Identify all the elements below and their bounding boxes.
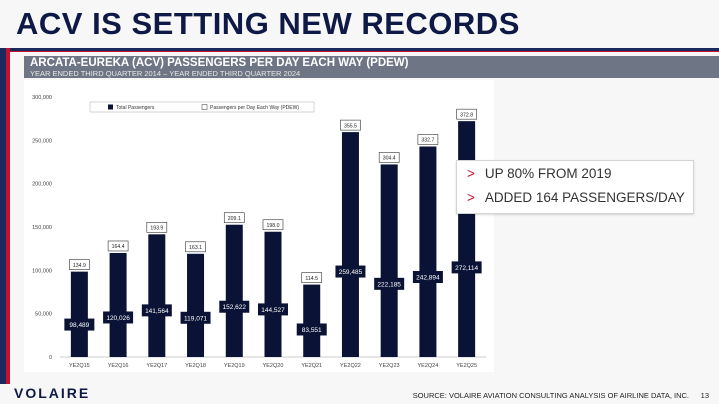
y-tick-label: 250,000 [32, 138, 52, 144]
pdew-label-box [417, 134, 439, 145]
y-tick-label: 50,000 [35, 312, 52, 318]
callout-row-2: > ADDED 164 PASSENGERS/DAY [467, 190, 685, 205]
x-tick-label: YE2Q20 [263, 363, 284, 369]
pdew-label-box [223, 212, 245, 224]
x-tick-label: YE2Q22 [340, 363, 361, 369]
bar-label-total: 259,485 [339, 269, 363, 276]
chevron-right-icon: > [467, 166, 475, 181]
x-tick-label: YE2Q24 [418, 363, 439, 369]
bar-total-passengers [225, 224, 243, 357]
x-tick-label: YE2Q19 [224, 363, 245, 369]
y-tick-label: 200,000 [32, 182, 52, 188]
page-number: 13 [700, 391, 709, 400]
bar-label-bg [412, 271, 443, 284]
x-tick-label: YE2Q18 [185, 363, 206, 369]
bar-label-total: 119,071 [184, 315, 207, 322]
bar-label-bg [374, 277, 405, 290]
bar-label-bg [219, 300, 250, 313]
x-tick-label: YE2Q23 [379, 363, 400, 369]
pdew-label: 355.5 [344, 123, 357, 129]
bar-total-passengers [187, 253, 205, 357]
bar-label-total: 242,894 [416, 275, 440, 282]
y-tick-label: 150,000 [32, 225, 52, 231]
bar-total-passengers [109, 252, 127, 357]
x-tick-label: YE2Q15 [69, 363, 90, 369]
x-tick-label: YE2Q21 [301, 363, 322, 369]
bar-total-passengers [70, 271, 88, 357]
left-accent-stripe [0, 48, 6, 404]
pdew-label-box [301, 272, 323, 283]
callout-text-1: UP 80% FROM 2019 [484, 166, 612, 181]
pdew-label-box [185, 241, 206, 253]
bar-label-total: 144,527 [261, 307, 285, 314]
y-tick-label: 300,000 [32, 95, 52, 101]
pdew-label: 134.9 [73, 263, 86, 269]
pdew-label-box [378, 152, 400, 163]
title-divider-red [10, 51, 719, 52]
pdew-label: 193.9 [150, 226, 163, 232]
bar-total-passengers [419, 146, 437, 357]
pdew-label-box [69, 259, 90, 270]
legend-label-pdew: Passengers per Day Each Way (PDEW) [210, 105, 299, 111]
bar-total-passengers [303, 284, 321, 357]
bar-label-bg [451, 261, 482, 274]
bar-total-passengers [341, 132, 359, 357]
x-tick-label: YE2Q16 [108, 363, 129, 369]
bar-total-passengers [264, 231, 282, 357]
chart-banner-title: ARCATA-EUREKA (ACV) PASSENGERS PER DAY E… [30, 57, 409, 69]
bar-label-bg [180, 311, 211, 324]
footer [0, 384, 719, 404]
legend-swatch-pdew [201, 104, 208, 110]
bar-label-total: 152,622 [223, 304, 247, 311]
pdew-label: 209.1 [228, 216, 241, 222]
bar-label-total: 222,185 [377, 281, 401, 288]
pdew-label: 163.1 [189, 245, 202, 251]
bar-label-total: 98,489 [69, 322, 89, 329]
callout-row-1: > UP 80% FROM 2019 [467, 166, 611, 181]
pdew-label-box [456, 108, 477, 120]
pdew-label-box [107, 240, 129, 252]
slide-title: ACV IS SETTING NEW RECORDS [16, 6, 520, 41]
y-tick-label: 100,000 [32, 268, 52, 274]
source-note: SOURCE: VOLAIRE AVIATION CONSULTING ANAL… [412, 391, 689, 400]
pdew-label: 198.0 [267, 223, 280, 229]
bar-total-passengers [380, 164, 398, 357]
bar-label-total: 120,026 [106, 315, 130, 322]
bar-chart: 0 50,000 100,000 150,000 200,000 250,000 300,0… [32, 95, 486, 369]
bar-total-passengers [458, 121, 476, 357]
pdew-label: 372.8 [460, 112, 473, 118]
volaire-logo: VOLAIRE [14, 385, 91, 401]
callout-text-2: ADDED 164 PASSENGERS/DAY [484, 190, 685, 205]
y-tick-label: 0 [49, 355, 52, 361]
bar-label-bg [141, 304, 172, 317]
bar-label-bg [258, 303, 288, 316]
title-divider [10, 48, 719, 51]
pdew-label: 332.7 [421, 138, 434, 144]
chart-banner-subtitle: YEAR ENDED THIRD QUARTER 2014 – YEAR END… [30, 69, 301, 78]
bar-label-total: 141,564 [145, 308, 169, 315]
bar-label-total: 272,114 [455, 265, 478, 272]
pdew-label: 304.4 [383, 156, 396, 162]
pdew-label-box [340, 119, 361, 131]
bar-label-total: 83,551 [302, 327, 322, 334]
bar-label-bg [64, 318, 95, 331]
x-tick-label: YE2Q25 [456, 363, 477, 369]
legend-label-total: Total Passengers [116, 105, 155, 111]
chart-panel: 0 50,000 100,000 150,000 200,000 250,000 300,0… [24, 80, 494, 372]
bar-label-bg [296, 323, 327, 336]
chart-banner: ARCATA-EUREKA (ACV) PASSENGERS PER DAY E… [24, 56, 719, 78]
pdew-label-box [146, 222, 168, 233]
callout-box: > UP 80% FROM 2019 > ADDED 164 PASSENGERS/… [456, 160, 694, 214]
pdew-label-box [262, 219, 284, 231]
pdew-label: 114.5 [305, 276, 318, 282]
pdew-label: 164.4 [112, 244, 125, 250]
bar-label-bg [103, 311, 134, 324]
legend-swatch-total [108, 104, 113, 110]
bar-label-bg [335, 265, 366, 278]
chevron-right-icon: > [467, 190, 475, 205]
left-accent-stripe-red [6, 48, 10, 404]
x-tick-label: YE2Q17 [146, 363, 167, 369]
bar-total-passengers [148, 234, 166, 357]
